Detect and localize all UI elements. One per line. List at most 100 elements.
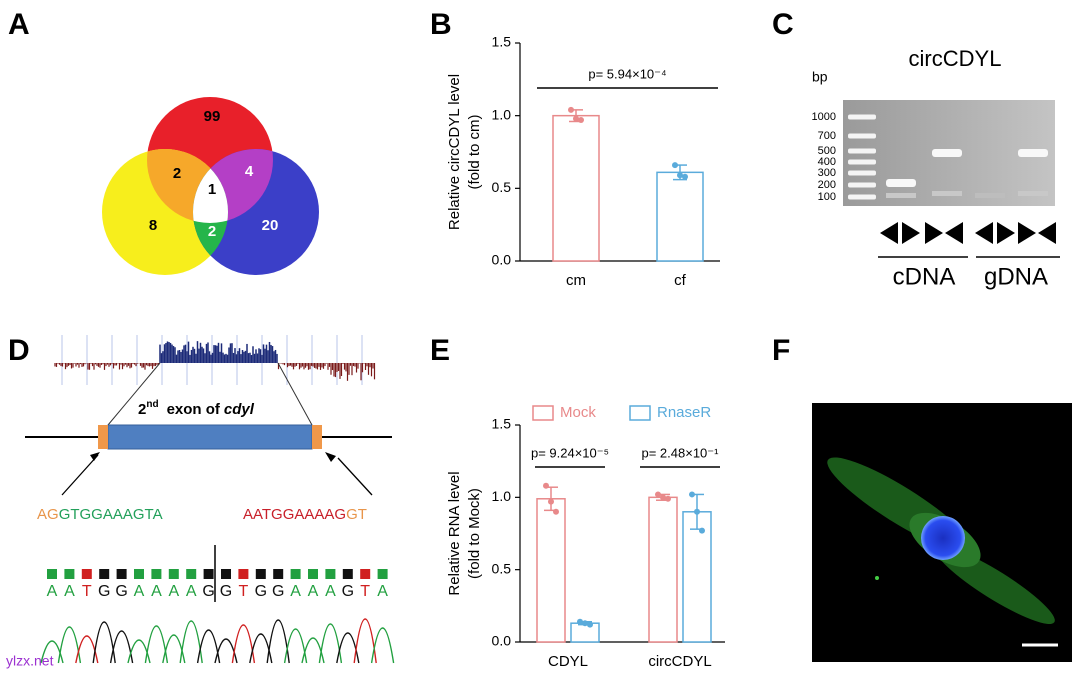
peak	[40, 640, 64, 664]
venn-count: 99	[204, 108, 221, 125]
panel-label: A	[8, 8, 30, 41]
y-tick-label: 0.5	[492, 560, 512, 576]
base: A	[151, 583, 162, 600]
gel-title: circCDYL	[909, 46, 1002, 71]
venn-count: 4	[245, 163, 254, 180]
base: T	[239, 583, 249, 600]
peak	[301, 637, 325, 664]
ladder-label: 400	[818, 156, 836, 168]
base: G	[272, 583, 284, 600]
ladder-label: 1000	[812, 111, 836, 123]
legend-swatch	[532, 405, 554, 421]
base-square	[168, 569, 179, 579]
peak	[127, 639, 151, 664]
p-value: p= 9.24×10⁻⁵	[531, 445, 609, 460]
base: G	[342, 583, 354, 600]
data-point	[665, 495, 671, 502]
base-square	[64, 569, 75, 579]
bar	[656, 171, 704, 262]
data-point	[660, 494, 666, 501]
gel-unit: bp	[812, 69, 828, 85]
peak	[92, 621, 116, 664]
ladder-label: 300	[818, 167, 836, 179]
x-tick-label: CDYL	[548, 653, 588, 670]
junction-sequence: AGGTGGAAAGTA	[37, 506, 163, 523]
p-value: p= 5.94×10⁻⁴	[588, 66, 666, 81]
data-point	[655, 491, 661, 498]
base-square	[377, 569, 388, 579]
data-point	[682, 173, 688, 180]
data-point	[689, 491, 695, 498]
venn-count: 2	[173, 165, 181, 182]
peak	[336, 632, 360, 664]
legend-label: RnaseR	[657, 404, 711, 421]
peak	[109, 630, 134, 664]
ladder-label: 100	[818, 191, 836, 203]
base-square	[203, 569, 214, 579]
watermark: ylzx.net	[6, 653, 54, 669]
base: T	[360, 583, 370, 600]
lane-label: gDNA	[984, 263, 1048, 290]
data-point	[578, 117, 584, 124]
panel-label: E	[430, 334, 450, 367]
peak	[318, 623, 343, 664]
venn-count: 2	[208, 223, 216, 240]
ladder-band	[848, 170, 876, 176]
base: A	[186, 583, 197, 600]
base: A	[168, 583, 179, 600]
splice-site	[312, 425, 322, 449]
base-square	[221, 569, 231, 579]
ladder-label: 200	[818, 179, 836, 191]
data-point	[587, 621, 593, 628]
y-tick-label: 1.0	[492, 106, 512, 122]
y-tick-label: 1.5	[492, 416, 512, 432]
chromatogram	[40, 618, 395, 664]
bar	[552, 114, 600, 262]
panel-label: D	[8, 334, 30, 367]
y-axis-label: Relative circCDYL level	[446, 74, 463, 230]
base-square	[342, 569, 353, 579]
base: G	[255, 583, 267, 600]
base: A	[64, 583, 75, 600]
ladder-band	[848, 182, 876, 188]
base-square	[116, 569, 127, 579]
base: G	[202, 583, 214, 600]
base: A	[377, 583, 388, 600]
base-square	[290, 569, 301, 579]
base: G	[115, 583, 127, 600]
panel-label: C	[772, 8, 794, 41]
peak	[266, 619, 290, 664]
venn-count: 8	[149, 217, 157, 234]
peak	[75, 635, 99, 664]
data-point	[548, 498, 554, 505]
peak	[162, 634, 186, 664]
peak	[57, 626, 82, 664]
peak	[214, 638, 238, 664]
base-square	[325, 569, 336, 579]
base-square	[134, 569, 144, 579]
peak	[196, 629, 221, 664]
data-point	[577, 618, 583, 625]
base: G	[220, 583, 232, 600]
peak	[283, 628, 308, 664]
y-tick-label: 0.0	[492, 252, 512, 268]
base-square	[238, 569, 249, 579]
base-square	[308, 569, 318, 579]
base-square	[47, 569, 57, 579]
legend-swatch	[629, 405, 651, 421]
base-square	[81, 569, 92, 579]
peak	[353, 618, 377, 664]
base: A	[47, 583, 58, 600]
data-point	[677, 172, 683, 179]
y-tick-label: 1.0	[492, 488, 512, 504]
data-point	[553, 508, 559, 515]
junction-sequence: AATGGAAAAGGT	[243, 506, 367, 523]
exon	[107, 424, 313, 450]
y-tick-label: 1.5	[492, 34, 512, 50]
base-square	[273, 569, 284, 579]
splice-site	[98, 425, 108, 449]
base: A	[290, 583, 301, 600]
base-square	[360, 569, 371, 579]
peak	[231, 624, 256, 664]
